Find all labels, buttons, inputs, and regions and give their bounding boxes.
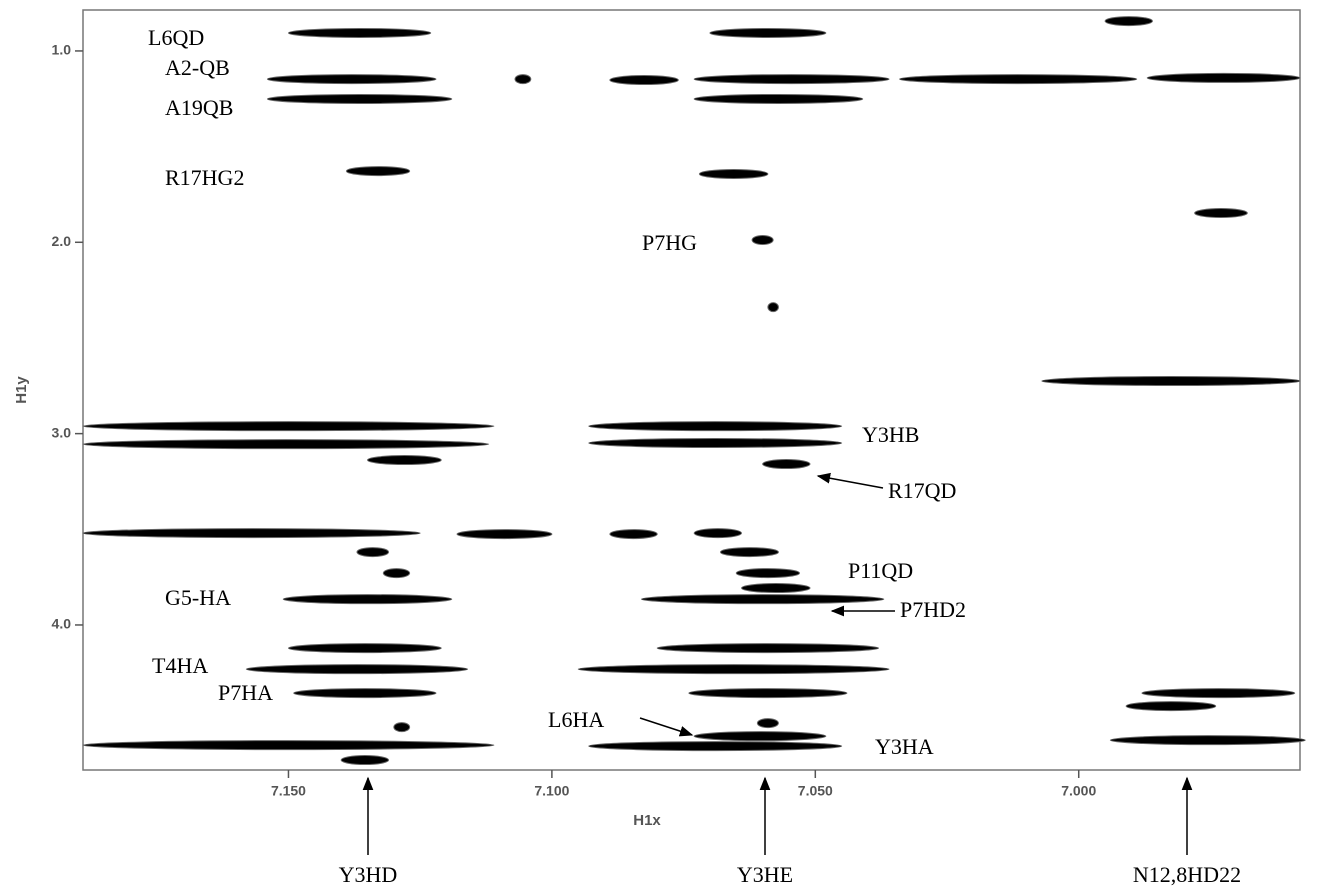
peak — [1109, 735, 1306, 746]
annotation: P7HA — [218, 680, 273, 705]
peak — [698, 168, 769, 179]
x-tick-label: 7.100 — [534, 783, 569, 799]
peak — [82, 439, 490, 450]
peak — [287, 27, 432, 38]
peak — [266, 93, 453, 104]
peak — [287, 643, 442, 654]
peak — [340, 755, 390, 766]
annotation: R17QD — [888, 478, 956, 503]
peak — [640, 594, 885, 605]
peak — [693, 74, 890, 85]
x-tick-label: 7.050 — [798, 783, 833, 799]
peak — [588, 438, 843, 449]
peak — [709, 27, 827, 38]
annotation: Y3HA — [875, 734, 934, 759]
x-tick-label: 7.150 — [271, 783, 306, 799]
peak — [609, 529, 658, 540]
x-tick-label: 7.000 — [1061, 783, 1096, 799]
peak — [82, 740, 495, 751]
peak — [656, 643, 880, 654]
peak — [1041, 376, 1301, 387]
annotation: A19QB — [165, 95, 233, 120]
peak — [382, 568, 411, 579]
peak — [751, 234, 774, 245]
peak — [245, 664, 469, 675]
annotation: R17HG2 — [165, 165, 244, 190]
peak — [1104, 16, 1153, 27]
y-tick-label: 3.0 — [52, 424, 72, 440]
peak — [82, 421, 495, 432]
peak — [588, 741, 843, 752]
peak — [1194, 208, 1248, 219]
peak — [293, 688, 437, 699]
peak — [456, 529, 553, 540]
peak — [588, 421, 843, 432]
y-tick-label: 4.0 — [52, 616, 72, 632]
peak — [366, 455, 442, 466]
peak — [514, 74, 532, 85]
peak — [756, 718, 779, 729]
y-tick-label: 2.0 — [52, 233, 72, 249]
peak — [735, 568, 801, 579]
peak — [266, 74, 437, 85]
peak — [609, 75, 679, 86]
annotation: P11QD — [848, 558, 913, 583]
annotation: N12,8HD22 — [1133, 862, 1241, 887]
peak — [1141, 688, 1296, 699]
annotation: Y3HB — [862, 422, 919, 447]
peak — [741, 583, 811, 594]
peak — [767, 302, 779, 313]
peak — [82, 528, 421, 539]
annotation: L6QD — [148, 25, 204, 50]
peak — [899, 74, 1138, 85]
annotation-arrow — [639, 717, 694, 737]
peak — [1125, 701, 1217, 712]
peak — [688, 688, 848, 699]
x-axis-title: H1x — [633, 812, 661, 829]
annotation: Y3HD — [339, 862, 398, 887]
annotation-arrow — [816, 472, 884, 489]
y-axis-title: H1y — [13, 376, 30, 404]
annotation: A2-QB — [165, 55, 230, 80]
annotation: G5-HA — [165, 585, 231, 610]
peak — [762, 459, 811, 470]
annotation: L6HA — [548, 707, 604, 732]
peak — [693, 731, 827, 742]
peak — [693, 93, 864, 104]
peak — [356, 547, 390, 558]
peak — [282, 594, 453, 605]
annotation: P7HD2 — [900, 597, 966, 622]
peak — [1146, 72, 1301, 83]
peak — [393, 722, 411, 733]
plot-frame — [82, 9, 1301, 771]
peak — [577, 664, 890, 675]
y-tick-label: 1.0 — [52, 42, 72, 58]
peak — [693, 528, 743, 539]
annotation: T4HA — [152, 653, 208, 678]
peak — [719, 547, 779, 558]
annotation: P7HG — [642, 230, 697, 255]
peak — [345, 166, 411, 177]
annotation: Y3HE — [737, 862, 793, 887]
